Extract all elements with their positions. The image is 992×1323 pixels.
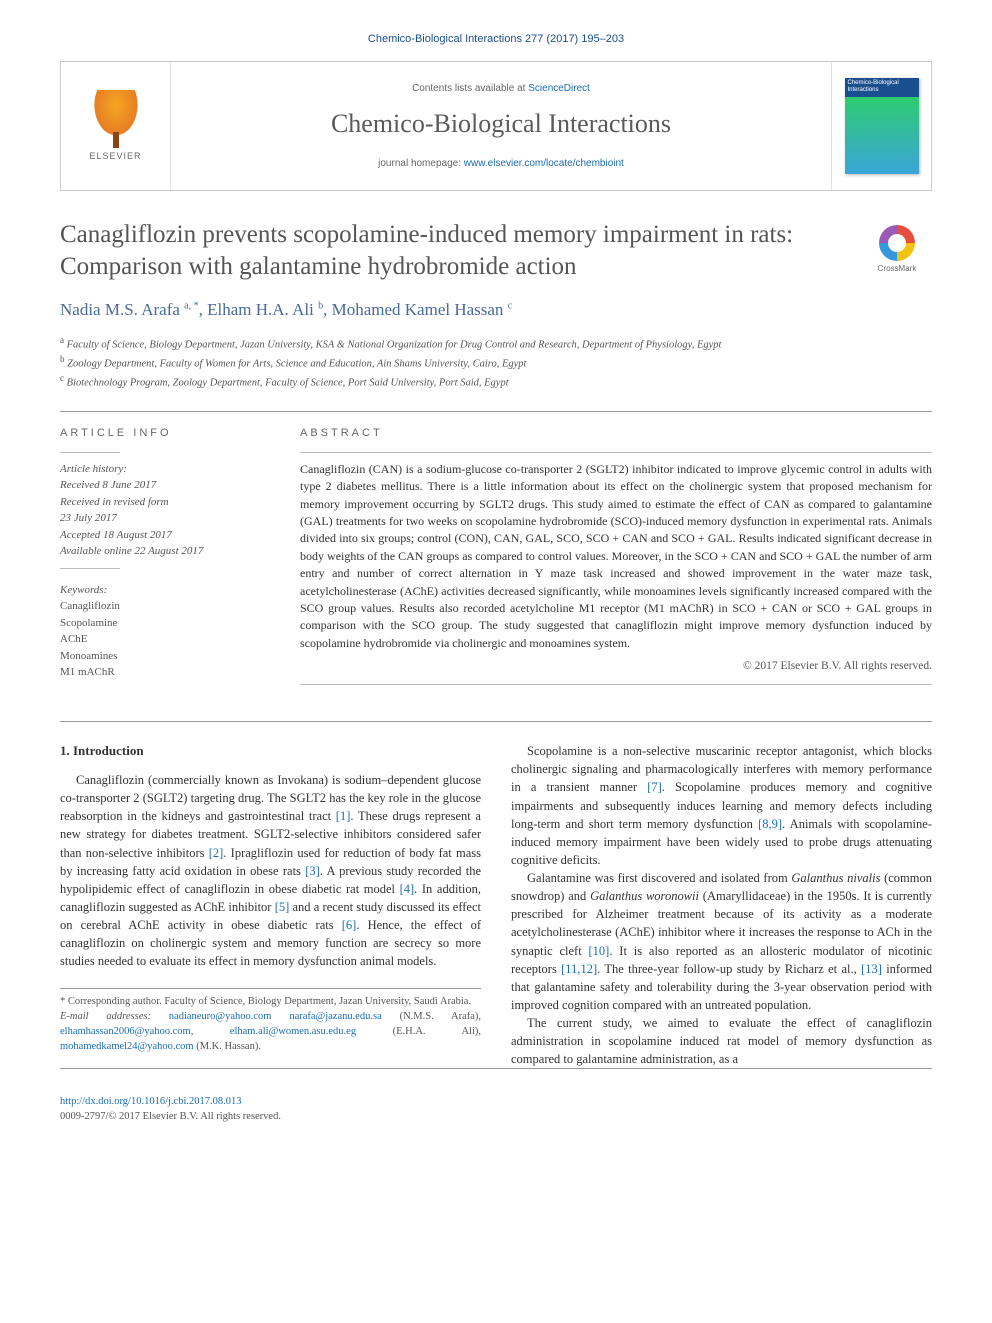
crossmark-icon (879, 225, 915, 261)
keyword-item: M1 mAChR (60, 664, 270, 681)
doi-link[interactable]: http://dx.doi.org/10.1016/j.cbi.2017.08.… (60, 1096, 242, 1107)
contents-line: Contents lists available at ScienceDirec… (412, 82, 590, 96)
intro-heading: 1. Introduction (60, 742, 481, 761)
info-divider (60, 568, 120, 569)
citation-link[interactable]: [8,9] (758, 817, 782, 831)
masthead-center: Contents lists available at ScienceDirec… (171, 62, 831, 190)
email-line: E-mail addresses: nadianeuro@yahoo.com n… (60, 1010, 481, 1054)
keywords-list: CanagliflozinScopolamineAChEMonoaminesM1… (60, 598, 270, 681)
publisher-logo-cell: ELSEVIER (61, 62, 171, 190)
elsevier-logo: ELSEVIER (81, 86, 151, 166)
body-paragraph: Canagliflozin (commercially known as Inv… (60, 771, 481, 970)
homepage-link[interactable]: www.elsevier.com/locate/chembioint (464, 158, 624, 169)
left-column: 1. Introduction Canagliflozin (commercia… (60, 742, 481, 1068)
elsevier-tree-icon (91, 90, 141, 140)
affiliation-line: b Zoology Department, Faculty of Women f… (60, 353, 932, 372)
running-head: Chemico-Biological Interactions 277 (201… (60, 32, 932, 47)
body-paragraph: Scopolamine is a non-selective muscarini… (511, 742, 932, 869)
footer-divider (60, 1068, 932, 1069)
history-line: 23 July 2017 (60, 510, 270, 527)
journal-masthead: ELSEVIER Contents lists available at Sci… (60, 61, 932, 191)
citation-link[interactable]: [11,12] (561, 962, 597, 976)
body-paragraph: Galantamine was first discovered and iso… (511, 869, 932, 1014)
affiliation-line: a Faculty of Science, Biology Department… (60, 334, 932, 353)
keyword-item: Scopolamine (60, 615, 270, 632)
elsevier-label: ELSEVIER (89, 150, 141, 163)
history-line: Accepted 18 August 2017 (60, 527, 270, 544)
affiliation-line: c Biotechnology Program, Zoology Departm… (60, 372, 932, 391)
abstract-divider (300, 452, 932, 453)
keywords-label: Keywords: (60, 583, 270, 598)
history-line: Received 8 June 2017 (60, 477, 270, 494)
article-title: Canagliflozin prevents scopolamine-induc… (60, 219, 830, 282)
right-column: Scopolamine is a non-selective muscarini… (511, 742, 932, 1068)
history-line: Available online 22 August 2017 (60, 543, 270, 560)
abstract-text: Canagliflozin (CAN) is a sodium-glucose … (300, 461, 932, 652)
email-link[interactable]: nadianeuro@yahoo.com (169, 1011, 272, 1022)
citation-link[interactable]: [4] (400, 882, 415, 896)
footer-bar: http://dx.doi.org/10.1016/j.cbi.2017.08.… (60, 1085, 932, 1124)
article-info-col: ARTICLE INFO Article history: Received 8… (60, 426, 270, 693)
crossmark-badge[interactable]: CrossMark (862, 225, 932, 274)
email-link[interactable]: elham.ali@women.asu.edu.eg (230, 1026, 356, 1037)
homepage-prefix: journal homepage: (378, 158, 464, 169)
body-paragraph: The current study, we aimed to evaluate … (511, 1014, 932, 1068)
journal-cover-title: Chemico-Biological Interactions (848, 80, 916, 93)
issn-copyright: 0009-2797/© 2017 Elsevier B.V. All right… (60, 1111, 281, 1122)
citation-link[interactable]: [6] (342, 918, 357, 932)
email-label: E-mail addresses: (60, 1011, 151, 1022)
email-link[interactable]: mohamedkamel24@yahoo.com (60, 1041, 194, 1052)
journal-cover-cell: Chemico-Biological Interactions (831, 62, 931, 190)
crossmark-label: CrossMark (862, 263, 932, 274)
article-history: Article history: Received 8 June 2017Rec… (60, 461, 270, 560)
journal-cover-thumb: Chemico-Biological Interactions (845, 78, 919, 174)
abstract-col: ABSTRACT Canagliflozin (CAN) is a sodium… (300, 426, 932, 693)
citation-link[interactable]: [2] (209, 846, 224, 860)
author-list: Nadia M.S. Arafa a, *, Elham H.A. Ali b,… (60, 298, 932, 322)
affiliations-block: a Faculty of Science, Biology Department… (60, 334, 932, 392)
abstract-divider-bottom (300, 684, 932, 685)
abstract-copyright: © 2017 Elsevier B.V. All rights reserved… (300, 658, 932, 674)
keyword-item: Canagliflozin (60, 598, 270, 615)
history-label: Article history: (60, 461, 270, 478)
citation-link[interactable]: [13] (861, 962, 882, 976)
history-line: Received in revised form (60, 494, 270, 511)
email-link[interactable]: narafa@jazanu.edu.sa (289, 1011, 381, 1022)
article-info-heading: ARTICLE INFO (60, 426, 270, 441)
keyword-item: AChE (60, 631, 270, 648)
corresponding-note: * Corresponding author. Faculty of Scien… (60, 995, 481, 1010)
citation-link[interactable]: [3] (305, 864, 320, 878)
citation-link[interactable]: [7] (647, 780, 662, 794)
citation-link[interactable]: [5] (275, 900, 290, 914)
divider (60, 721, 932, 722)
homepage-line: journal homepage: www.elsevier.com/locat… (378, 157, 624, 171)
email-link[interactable]: elhamhassan2006@yahoo.com (60, 1026, 191, 1037)
info-divider (60, 452, 120, 453)
footnotes-block: * Corresponding author. Faculty of Scien… (60, 988, 481, 1054)
body-columns: 1. Introduction Canagliflozin (commercia… (60, 742, 932, 1068)
contents-prefix: Contents lists available at (412, 83, 528, 94)
citation-link[interactable]: [1] (336, 809, 351, 823)
journal-name: Chemico-Biological Interactions (331, 106, 671, 142)
keyword-item: Monoamines (60, 648, 270, 665)
abstract-heading: ABSTRACT (300, 426, 932, 441)
citation-link[interactable]: [10] (589, 944, 610, 958)
sciencedirect-link[interactable]: ScienceDirect (528, 83, 590, 94)
divider (60, 411, 932, 412)
